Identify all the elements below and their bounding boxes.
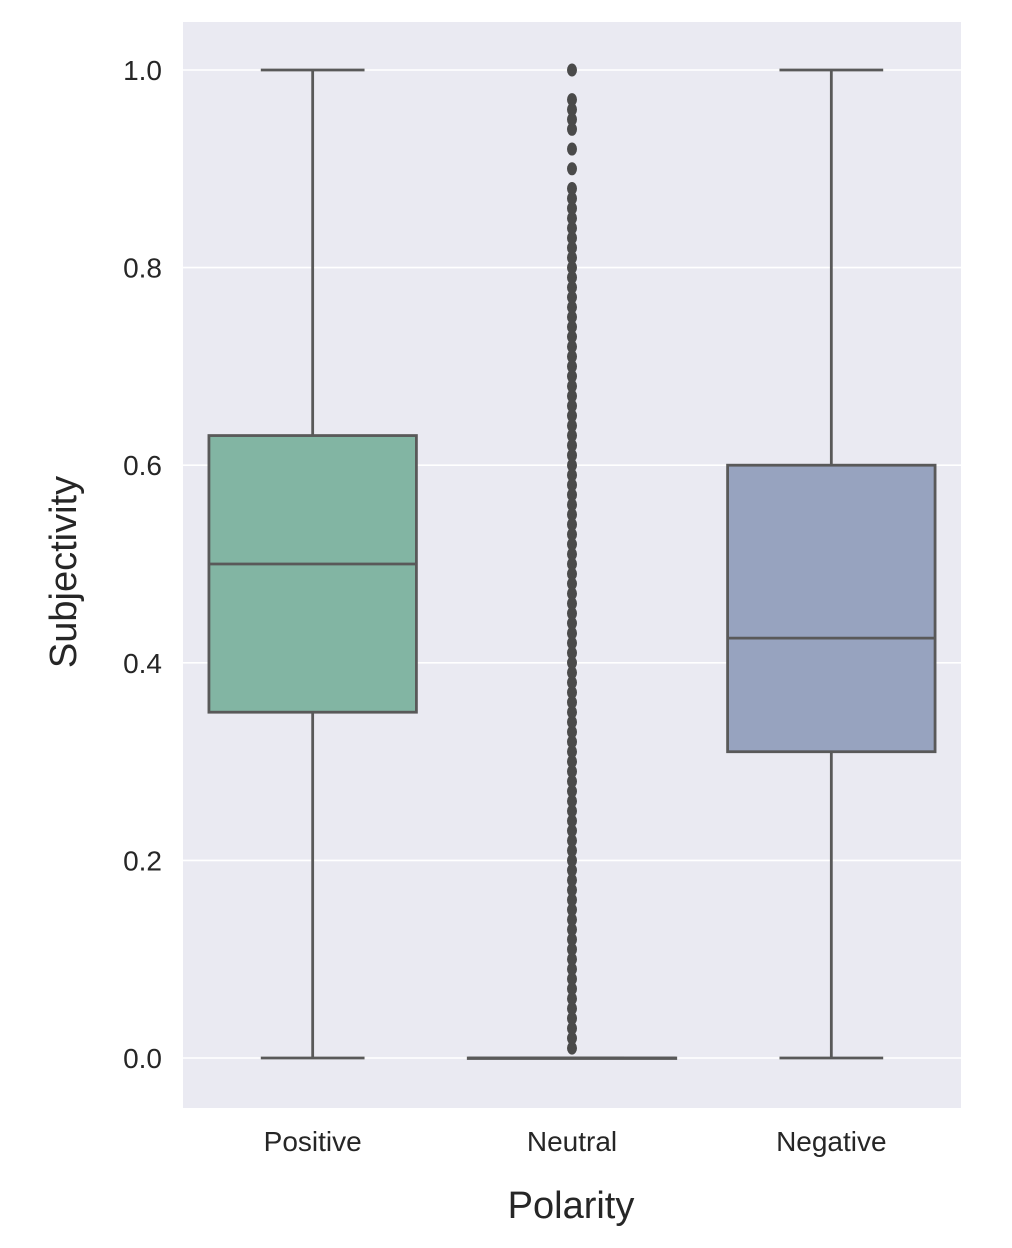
- box-neutral: [466, 63, 678, 1060]
- outlier-point: [567, 142, 577, 156]
- y-tick-label: 0.4: [123, 648, 162, 679]
- y-tick-label: 0.2: [123, 845, 162, 876]
- outlier-point: [567, 162, 577, 176]
- outlier-point: [567, 63, 577, 77]
- x-tick-label: Neutral: [527, 1126, 617, 1157]
- y-tick-label: 0.6: [123, 450, 162, 481]
- x-tick-labels: Positive Neutral Negative: [264, 1126, 887, 1157]
- x-tick-label: Positive: [264, 1126, 362, 1157]
- outlier-point: [567, 93, 577, 107]
- y-axis-label: Subjectivity: [43, 476, 85, 668]
- x-tick-label: Negative: [776, 1126, 887, 1157]
- boxes: [207, 63, 937, 1060]
- y-tick-label: 0.0: [123, 1043, 162, 1074]
- y-tick-label: 0.8: [123, 253, 162, 284]
- box-negative: [726, 68, 937, 1060]
- iqr-box: [207, 434, 418, 714]
- y-tick-labels: 0.0 0.2 0.4 0.6 0.8 1.0: [123, 55, 162, 1074]
- x-axis-label: Polarity: [508, 1185, 635, 1227]
- iqr-box: [726, 463, 937, 754]
- outlier-point: [567, 182, 577, 196]
- box-positive: [207, 68, 418, 1060]
- y-tick-label: 1.0: [123, 55, 162, 86]
